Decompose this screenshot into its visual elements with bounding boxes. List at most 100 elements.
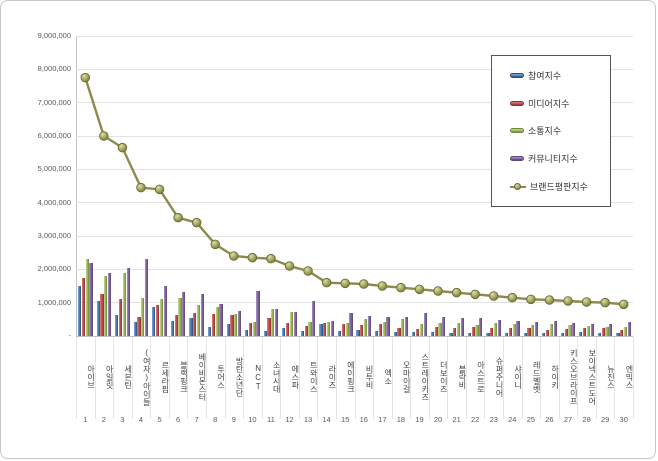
bar-media [267, 317, 271, 336]
bar-community [386, 316, 390, 336]
category-label: 엑소 [383, 369, 393, 385]
category-separator [280, 337, 282, 419]
bar-community [479, 317, 483, 336]
bar-community [237, 311, 242, 336]
bar-media [193, 313, 197, 336]
brand-index-marker [581, 297, 592, 307]
category-label: 엔믹스 [624, 365, 634, 389]
y-axis-line [76, 36, 77, 336]
category-separator [521, 337, 523, 419]
y-tick-label: 6,000,000 [37, 131, 71, 140]
category-separator [540, 337, 542, 419]
brand-index-marker [489, 291, 499, 301]
brand-index-marker [80, 72, 91, 83]
bar-participation [226, 324, 230, 336]
brand-index-marker [303, 266, 313, 276]
gridline [76, 235, 633, 237]
bar-participation [263, 331, 267, 336]
bar-community [275, 309, 279, 336]
legend-label: 소통지수 [528, 126, 562, 137]
bar-community [182, 291, 186, 336]
rank-label: 11 [267, 415, 275, 424]
y-tick-label: 3,000,000 [37, 231, 71, 240]
category-separator [465, 337, 467, 419]
brand-index-marker [563, 296, 573, 306]
x-axis-line [76, 336, 633, 337]
bar-community [516, 321, 520, 336]
bar-community [200, 294, 204, 336]
bar-participation [560, 332, 564, 336]
y-tick-label: 4,000,000 [37, 197, 71, 207]
bar-communication [215, 307, 219, 336]
bar-media [248, 322, 253, 336]
bar-community [609, 323, 613, 336]
rank-label: 19 [415, 415, 424, 424]
gridline [76, 302, 633, 304]
category-label: 르세라핌 [160, 361, 170, 393]
bar-communication [494, 323, 498, 336]
bar-community [423, 312, 427, 336]
category-label: NCT [253, 363, 263, 391]
brand-index-marker [210, 239, 220, 250]
rank-label: 25 [526, 415, 536, 424]
legend-swatch-community-icon [510, 156, 524, 162]
brand-index-marker [266, 253, 276, 264]
brand-index-line-layer [80, 72, 629, 310]
category-label: 에스파 [290, 365, 300, 389]
gridline [76, 168, 633, 170]
bar-community [627, 322, 631, 336]
legend-item-media: 미디어지수 [510, 97, 606, 110]
brand-index-marker [359, 279, 369, 289]
bar-community [497, 320, 502, 336]
brand-index-marker [451, 287, 462, 298]
category-label: 슈퍼주니어 [495, 357, 505, 397]
bar-media [490, 327, 494, 336]
bar-media [527, 327, 531, 336]
rank-label: 28 [582, 415, 591, 424]
category-label: 세븐틴 [123, 365, 133, 389]
category-label: 방탄소년단 [235, 357, 245, 397]
rank-label: 15 [341, 415, 350, 424]
bar-communication [624, 327, 628, 336]
category-label: 샤이니 [513, 365, 523, 389]
bar-community [256, 291, 260, 336]
rank-label: 21 [452, 415, 461, 424]
bar-participation [77, 286, 82, 336]
bar-communication [586, 326, 591, 336]
category-separator [76, 337, 77, 419]
category-label: 트와이스 [309, 361, 319, 393]
bar-participation [300, 331, 304, 336]
bar-communication [531, 325, 535, 336]
category-label: 더보이즈 [439, 361, 449, 393]
category-label: 투어스 [216, 365, 226, 389]
category-separator [298, 337, 300, 419]
bar-communication [475, 325, 479, 336]
bar-community [107, 272, 112, 336]
rank-label: 5 [157, 415, 162, 424]
bar-participation [467, 332, 472, 336]
y-tick-label: 1,000,000 [37, 297, 71, 307]
legend-item-brand: 브랜드평판지수 [510, 180, 606, 193]
legend-swatch-participation-icon [510, 73, 524, 79]
legend-label: 참여지수 [528, 71, 562, 82]
legend-item-community: 커뮤니티지수 [510, 152, 606, 165]
bar-communication [159, 299, 164, 336]
bar-community [367, 316, 372, 336]
bar-media [415, 328, 420, 336]
y-tick-label: 8,000,000 [37, 64, 71, 74]
bar-communication [401, 319, 405, 336]
bar-media [100, 294, 104, 336]
bar-participation [505, 332, 509, 336]
bar-media [118, 299, 123, 336]
bar-community [405, 316, 409, 336]
bar-media [156, 305, 160, 336]
gridline [76, 268, 633, 270]
brand-index-marker [173, 212, 183, 223]
bar-communication [438, 323, 442, 336]
category-separator [224, 337, 226, 419]
brand-index-marker [136, 182, 146, 193]
rank-label: 2 [101, 415, 106, 424]
category-separator [503, 337, 505, 419]
bar-participation [486, 332, 490, 336]
